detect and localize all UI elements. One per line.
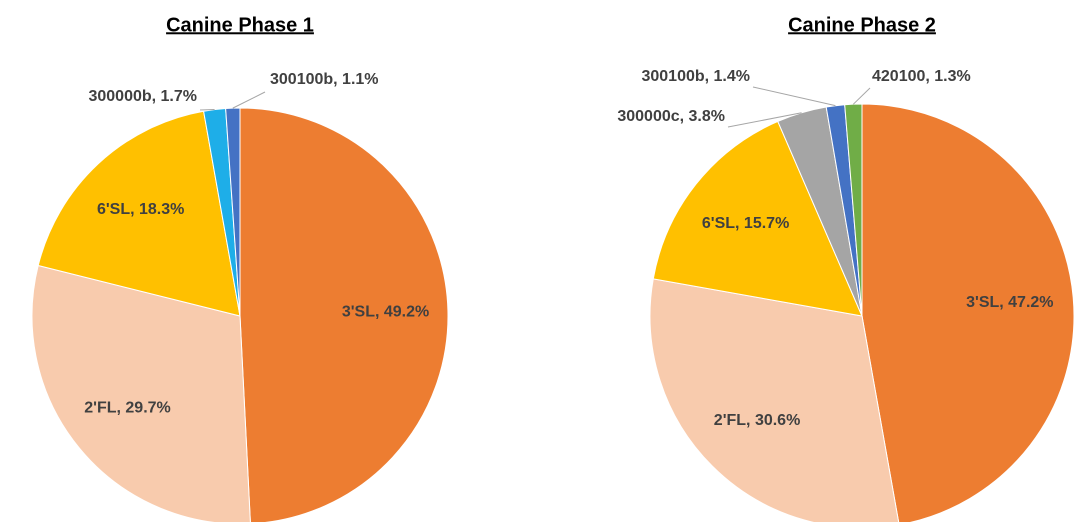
data-label: 3'SL, 49.2% [342, 304, 429, 321]
pie-slice [652, 120, 863, 317]
leader-line [852, 87, 871, 105]
data-label: 300000b, 1.7% [88, 88, 197, 105]
data-label: 6'SL, 18.3% [97, 201, 184, 218]
pie-slice [37, 110, 241, 317]
pie-slice [31, 264, 251, 522]
leader-line [232, 91, 266, 109]
data-label: 2'FL, 29.7% [84, 400, 171, 417]
pie-slice [239, 107, 449, 522]
chart-title: Canine Phase 1 [166, 14, 314, 36]
data-label: 6'SL, 15.7% [702, 215, 789, 232]
data-label: 2'FL, 30.6% [714, 412, 801, 429]
data-label: 420100, 1.3% [872, 68, 971, 85]
data-label: 300100b, 1.4% [641, 68, 750, 85]
leader-line [752, 86, 836, 107]
pie-slice [649, 278, 900, 522]
data-label: 300000c, 3.8% [617, 108, 725, 125]
data-label: 3'SL, 47.2% [966, 294, 1053, 311]
chart-title: Canine Phase 2 [788, 14, 936, 36]
leader-line [727, 112, 802, 128]
data-label: 300100b, 1.1% [270, 71, 379, 88]
pie-slice [861, 103, 1075, 522]
